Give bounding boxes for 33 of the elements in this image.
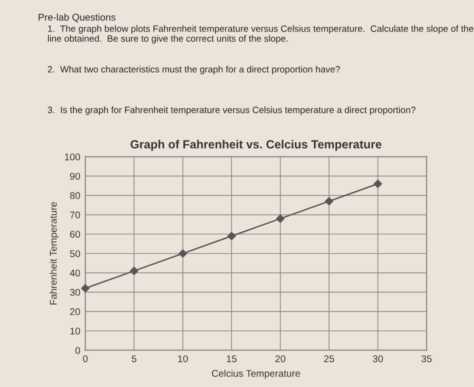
- y-tick-label: 60: [70, 230, 80, 238]
- y-tick-label: 90: [70, 172, 80, 180]
- point: [324, 197, 334, 206]
- point: [178, 249, 187, 258]
- point: [227, 232, 236, 240]
- y-tick-label: 0: [75, 346, 80, 354]
- y-tick-label: 30: [70, 288, 80, 296]
- y-tick-label: 10: [70, 328, 80, 335]
- text: 2. What two characteristics must the graph for a direct proportion have?: [48, 66, 340, 74]
- point: [130, 266, 138, 276]
- y-tick-label: 100: [64, 153, 80, 160]
- y-tick-label: 70: [70, 212, 80, 218]
- x-tick-label: 30: [372, 355, 383, 362]
- y-tick-label: 40: [70, 270, 80, 276]
- x-tick-label: 25: [324, 355, 334, 362]
- x-tick-label: 10: [178, 355, 188, 362]
- text: 1. The graph below plots Fahrenheit temperature versus Celsius temperature. Calculate the slope of the line obtained. Be sure to give the correct units of the slope.: [48, 25, 474, 44]
- point: [276, 214, 284, 223]
- y-tick-label: 20: [70, 308, 80, 316]
- x-axis-title: Celcius Temperature: [212, 370, 300, 379]
- x-tick-label: 15: [226, 355, 237, 362]
- text: 3. Is the graph for Fahrenheit temperature versus Celsius temperature a direct proportion?: [48, 106, 416, 115]
- y-tick-label: 50: [70, 250, 80, 258]
- y-axis-title: Fahrenheit Temperature: [50, 202, 59, 304]
- point: [81, 284, 90, 292]
- text: Pre-lab Questions: [38, 14, 116, 22]
- point: [374, 180, 382, 188]
- y-tick-label: 80: [70, 192, 80, 200]
- x-tick-label: 35: [422, 355, 432, 362]
- x-tick-label: 20: [275, 355, 286, 362]
- x-tick-label: 0: [82, 355, 88, 362]
- x-tick-label: 5: [132, 355, 136, 362]
- chart-title: Graph of Fahrenheit vs. Celcius Temperature: [130, 140, 382, 151]
